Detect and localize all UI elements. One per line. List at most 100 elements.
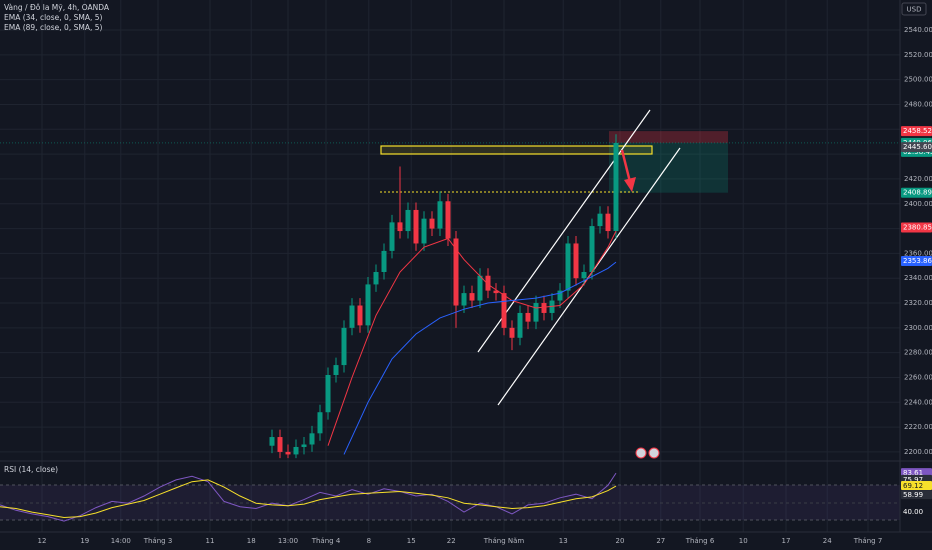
ema-line [327,230,617,446]
candle-body [301,444,307,447]
x-tick-label: Tháng Năm [483,537,525,545]
price-tag-label: 75.97 [903,476,923,484]
price-tag [901,256,932,267]
y-tick-label: 2540.000 [904,26,932,34]
y-tick-label: 2300.000 [904,324,932,332]
ema-line [343,261,617,455]
x-tick-label: Tháng 3 [143,537,173,545]
candle-body [453,238,459,306]
symbol-title: Vàng / Đô la Mỹ, 4h, OANDA [4,3,110,12]
axes: 2200.000 2220.000 2240.000 2260.000 2280.000… [38,26,932,545]
candle-body [293,446,299,455]
y-tick-label: 2260.000 [904,373,932,381]
candle-body [589,226,595,273]
price-tag-label: 2458.521 [903,127,932,135]
resistance-zone [380,145,653,155]
candle-body [501,293,507,328]
event-icon [635,447,647,459]
candle-body [613,142,619,232]
rsi [0,472,617,522]
y-tick-label: 2240.000 [904,398,932,406]
candle-body [277,437,283,452]
x-tick-label: 14:00 [111,537,131,545]
candle-body [309,433,315,445]
candles [269,134,619,459]
candle-body [325,374,331,413]
x-tick-label: 19 [80,537,89,545]
candle-body [525,312,531,322]
x-tick-label: 24 [823,537,832,545]
rsi-line [0,472,617,522]
y-tick-label: 2400.000 [904,200,932,208]
price-tag [901,222,932,233]
stop-zone [609,131,728,143]
price-tag [901,187,932,198]
candle-body [269,437,275,446]
x-tick-label: 11 [206,537,215,545]
candle-body [405,209,411,232]
x-tick-label: Tháng 6 [685,537,715,545]
y-tick-label: 2320.000 [904,299,932,307]
x-tick-label: 18 [247,537,256,545]
price-tag-label: 69.12 [903,482,923,490]
y-tick-label: 2200.000 [904,448,932,456]
candle-body [445,201,451,239]
y-tick-label: 2220.000 [904,423,932,431]
x-tick-label: 22 [447,537,456,545]
candle-body [397,222,403,232]
y-tick-label: 2500.000 [904,76,932,84]
x-tick-label: Tháng 7 [853,537,883,545]
price-tag [901,142,932,153]
x-tick-label: Tháng 4 [311,537,341,545]
legend-entry: EMA (34, close, 0, SMA, 5) [4,13,102,22]
currency[interactable]: USD [907,6,922,14]
x-tick-label: 20 [616,537,625,545]
x-tick-label: 17 [782,537,791,545]
price-tag-label: 40.00 [903,508,923,516]
candle-body [565,243,571,291]
candle-body [333,365,339,375]
y-tick-label: 2480.000 [904,100,932,108]
price-tag [901,468,932,478]
currency-box[interactable] [901,2,927,16]
candle-body [285,451,291,455]
arrow-shaft [620,149,632,183]
x-tick-label: 8 [367,537,371,545]
candle-body [349,305,355,328]
price-tag-label: 83.61 [903,469,923,477]
rsi-ma-line [0,479,617,519]
candle-body [541,303,547,313]
candle-body [493,290,499,294]
candle-body [517,312,523,338]
rsi-title: RSI (14, close) [4,465,58,474]
price-tag-label: 2353.868 [903,257,932,265]
price-tag-label: 2445.604 [903,143,932,151]
y-tick-label: 2420.000 [904,175,932,183]
candle-body [597,213,603,227]
price-tag-label: 2380.855 [903,224,932,232]
x-tick-label: 15 [407,537,416,545]
candle-body [477,275,483,301]
candle-body [533,303,539,322]
arrow-head [624,177,636,192]
candle-body [605,213,611,232]
x-tick-label: 10 [739,537,748,545]
candle-body [437,201,443,229]
y-tick-label: 2360.000 [904,249,932,257]
candle-body [341,327,347,366]
x-tick-label: 13:00 [278,537,298,545]
y-tick-label: 2340.000 [904,274,932,282]
candle-body [429,218,435,229]
y-tick-label: 2520.000 [904,51,932,59]
candle-body [381,250,387,273]
candle-body [557,290,563,301]
candle-body [581,272,587,279]
x-tick-label: 13 [559,537,568,545]
candle-body [509,327,515,338]
price-tag-label: 2408.895 [903,189,932,197]
candle-body [357,305,363,326]
price-tag-label: 58.99 [903,491,923,499]
